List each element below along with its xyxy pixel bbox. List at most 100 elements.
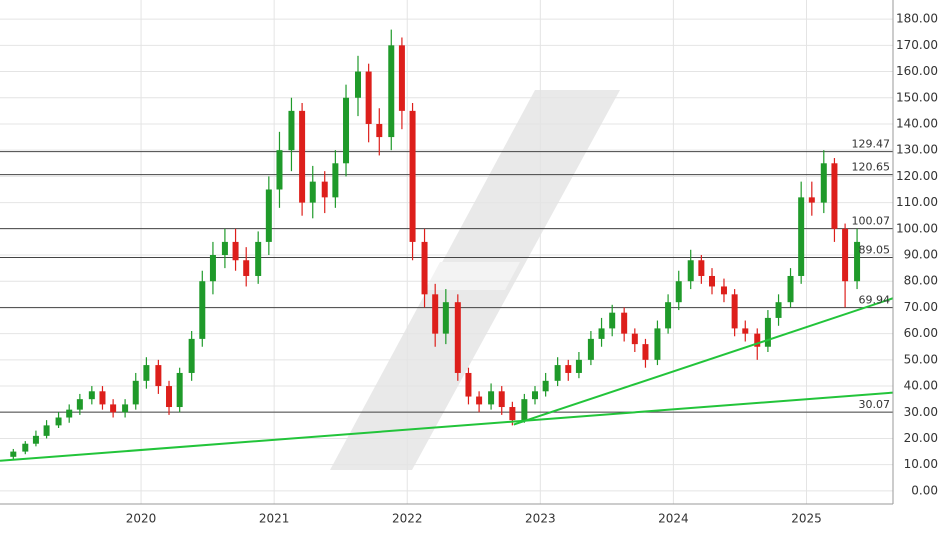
candle-body bbox=[521, 399, 528, 421]
candle-body bbox=[122, 404, 129, 413]
candle-body bbox=[798, 197, 805, 276]
candle-body bbox=[365, 71, 372, 124]
candle-body bbox=[742, 328, 749, 334]
candle-body bbox=[509, 407, 516, 421]
trend-line bbox=[0, 391, 894, 462]
candle-body bbox=[665, 302, 672, 329]
candle-body bbox=[631, 333, 638, 345]
candle-body bbox=[587, 338, 594, 360]
candle-body bbox=[598, 328, 605, 339]
y-tick-label: 0.00 bbox=[911, 483, 938, 497]
candle-body bbox=[398, 45, 405, 111]
candle-body bbox=[575, 359, 582, 373]
candle-body bbox=[842, 228, 849, 282]
x-tick-label: 2022 bbox=[392, 512, 423, 526]
candle-body bbox=[808, 197, 815, 203]
candle-body bbox=[731, 294, 738, 329]
candle-body bbox=[787, 275, 794, 303]
candle-body bbox=[88, 391, 95, 400]
y-tick-label: 120.00 bbox=[896, 169, 938, 183]
candle-body bbox=[288, 110, 295, 151]
y-tick-label: 40.00 bbox=[904, 379, 938, 393]
candle-body bbox=[754, 333, 761, 347]
candle-body bbox=[232, 241, 239, 261]
candle-body bbox=[265, 189, 272, 242]
candle-body bbox=[176, 372, 183, 408]
candle-body bbox=[66, 409, 73, 418]
candle-body bbox=[687, 260, 694, 282]
y-tick-label: 20.00 bbox=[904, 431, 938, 445]
y-tick-label: 170.00 bbox=[896, 38, 938, 52]
y-tick-label: 70.00 bbox=[904, 300, 938, 314]
x-tick-label: 2025 bbox=[791, 512, 822, 526]
candle-body bbox=[532, 391, 539, 400]
x-tick-label: 2023 bbox=[525, 512, 556, 526]
candle-body bbox=[854, 241, 861, 282]
candle-body bbox=[388, 45, 395, 138]
candle-body bbox=[22, 443, 29, 452]
y-tick-label: 130.00 bbox=[896, 143, 938, 157]
candle-body bbox=[143, 365, 150, 381]
x-tick-label: 2020 bbox=[126, 512, 157, 526]
candle-body bbox=[155, 365, 162, 387]
candle-body bbox=[820, 163, 827, 203]
candle-body bbox=[209, 255, 216, 282]
candle-body bbox=[166, 386, 173, 408]
candle-body bbox=[99, 391, 106, 405]
candle-body bbox=[332, 163, 339, 198]
candle-body bbox=[565, 365, 572, 373]
x-tick-label: 2024 bbox=[658, 512, 689, 526]
y-tick-label: 160.00 bbox=[896, 64, 938, 78]
y-tick-label: 90.00 bbox=[904, 248, 938, 262]
candle-body bbox=[442, 302, 449, 334]
candle-body bbox=[454, 302, 461, 373]
candle-body bbox=[110, 404, 117, 413]
candle-body bbox=[621, 312, 628, 334]
level-label: 100.07 bbox=[852, 215, 891, 228]
candle-body bbox=[132, 380, 139, 405]
y-tick-label: 80.00 bbox=[904, 274, 938, 288]
y-tick-label: 60.00 bbox=[904, 326, 938, 340]
candle-body bbox=[698, 260, 705, 276]
candle-body bbox=[354, 71, 361, 98]
candle-body bbox=[476, 396, 483, 405]
y-tick-label: 180.00 bbox=[896, 12, 938, 26]
level-label: 30.07 bbox=[859, 398, 891, 411]
candle-body bbox=[199, 281, 206, 339]
candle-body bbox=[709, 275, 716, 287]
level-label: 89.05 bbox=[859, 244, 891, 257]
candle-body bbox=[32, 435, 39, 444]
candle-body bbox=[654, 328, 661, 360]
candle-body bbox=[488, 391, 495, 405]
trend-line bbox=[513, 297, 894, 426]
y-tick-label: 30.00 bbox=[904, 405, 938, 419]
candle-body bbox=[221, 241, 228, 256]
candle-body bbox=[255, 241, 262, 276]
candle-body bbox=[542, 380, 549, 392]
y-tick-label: 140.00 bbox=[896, 116, 938, 130]
y-tick-label: 150.00 bbox=[896, 90, 938, 104]
level-label: 129.47 bbox=[852, 138, 891, 151]
candle-body bbox=[409, 110, 416, 242]
y-tick-label: 100.00 bbox=[896, 221, 938, 235]
candle-body bbox=[554, 365, 561, 381]
level-label: 120.65 bbox=[852, 161, 891, 174]
level-label: 69.94 bbox=[859, 294, 891, 307]
watermark bbox=[330, 90, 620, 470]
candle-body bbox=[376, 123, 383, 138]
candle-body bbox=[720, 286, 727, 295]
candle-body bbox=[43, 425, 50, 436]
candle-body bbox=[675, 281, 682, 303]
candle-body bbox=[432, 294, 439, 334]
candle-body bbox=[421, 241, 428, 295]
candle-body bbox=[321, 181, 328, 198]
candle-body bbox=[764, 317, 771, 347]
candle-body bbox=[609, 312, 616, 329]
candle-body bbox=[831, 163, 838, 229]
candle-body bbox=[10, 451, 17, 457]
y-tick-label: 50.00 bbox=[904, 352, 938, 366]
candle-body bbox=[498, 391, 505, 408]
candle-body bbox=[642, 344, 649, 360]
x-tick-label: 2021 bbox=[259, 512, 290, 526]
